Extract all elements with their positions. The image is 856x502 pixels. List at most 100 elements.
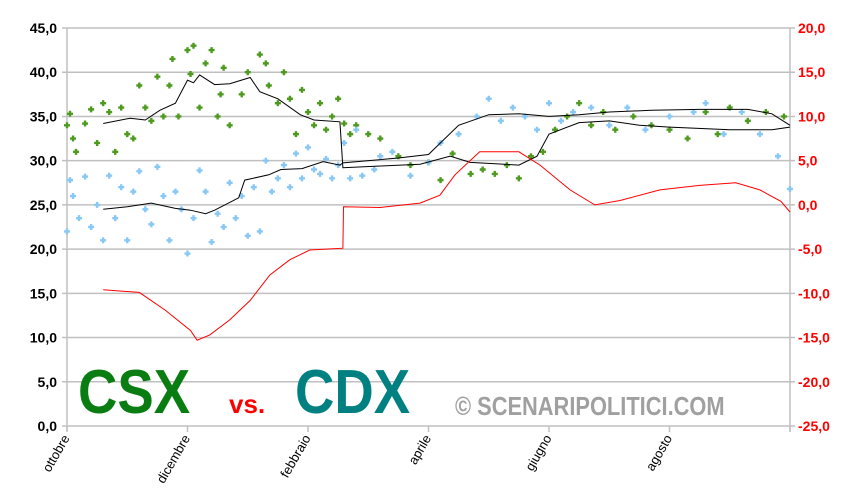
data-point <box>184 47 191 54</box>
data-point <box>112 215 119 222</box>
data-point <box>612 126 619 133</box>
csx-trend-line <box>103 108 791 215</box>
data-point <box>106 109 113 116</box>
x-tick-label: agosto <box>643 432 676 473</box>
data-point <box>702 109 709 116</box>
data-point <box>220 224 227 230</box>
y-tick-label: 40,0 <box>30 64 57 80</box>
data-point <box>280 162 287 169</box>
data-point <box>395 153 402 160</box>
series-layer <box>64 42 793 341</box>
data-point <box>244 69 251 76</box>
data-point <box>600 109 607 116</box>
data-point <box>521 113 528 120</box>
data-point <box>130 188 137 195</box>
data-point <box>148 221 155 228</box>
data-point <box>298 86 305 93</box>
data-point <box>335 95 342 102</box>
data-point <box>503 162 510 169</box>
data-point <box>787 185 793 192</box>
data-point <box>347 131 354 138</box>
y2-tick-label: 5,0 <box>798 153 818 169</box>
y2-tick-label: 10,0 <box>798 108 825 124</box>
data-point <box>606 122 613 129</box>
x-tick-label: giugno <box>522 432 555 473</box>
data-point <box>738 109 745 116</box>
data-point <box>353 126 360 133</box>
data-point <box>558 117 565 124</box>
data-point <box>70 135 77 142</box>
data-point <box>570 109 577 116</box>
data-point <box>642 126 649 133</box>
data-point <box>148 117 155 124</box>
difference-line <box>103 151 791 341</box>
data-point <box>564 113 571 120</box>
data-point <box>407 172 414 179</box>
watermark: © SCENARIPOLITICI.COM <box>455 392 725 421</box>
data-point <box>491 170 498 177</box>
data-point <box>467 170 474 177</box>
data-point <box>630 113 637 120</box>
y-tick-label: 10,0 <box>30 330 57 346</box>
data-point <box>377 153 384 160</box>
data-point <box>720 131 727 138</box>
data-point <box>359 172 366 179</box>
gridlines <box>62 27 795 432</box>
data-point <box>76 215 83 222</box>
data-point <box>262 157 269 164</box>
data-point <box>154 73 161 80</box>
data-point <box>106 172 113 179</box>
data-point <box>479 166 486 173</box>
data-point <box>286 95 293 102</box>
data-point <box>124 237 131 244</box>
data-point <box>112 148 119 155</box>
data-point <box>780 113 787 120</box>
data-point <box>226 122 233 129</box>
data-point <box>311 166 318 173</box>
data-point <box>256 228 263 235</box>
data-point <box>232 215 239 222</box>
data-point <box>437 177 444 184</box>
data-point <box>202 60 209 67</box>
data-point <box>485 95 492 102</box>
data-point <box>250 184 257 191</box>
data-point <box>160 113 167 120</box>
y-tick-label: 30,0 <box>30 153 57 169</box>
data-point <box>88 224 95 230</box>
data-point <box>666 126 673 133</box>
data-point <box>142 104 149 111</box>
data-point <box>347 175 354 182</box>
data-point <box>220 64 227 71</box>
title-overlay: CSX vs. CDX © SCENARIPOLITICI.COM <box>78 358 725 427</box>
data-point <box>588 122 595 129</box>
data-point <box>175 113 182 120</box>
y2-tick-label: -20,0 <box>798 374 830 390</box>
data-point <box>73 148 80 155</box>
data-point <box>292 150 299 157</box>
data-point <box>82 173 89 180</box>
data-point <box>100 237 107 244</box>
data-point <box>527 153 534 160</box>
data-point <box>552 126 559 133</box>
y-tick-label: 0,0 <box>38 418 58 434</box>
y2-tick-label: -5,0 <box>798 241 822 257</box>
y2-tick-label: 0,0 <box>798 197 818 213</box>
y-tick-label: 20,0 <box>30 241 57 257</box>
data-point <box>298 175 305 182</box>
data-point <box>208 47 215 54</box>
data-point <box>455 131 462 138</box>
data-point <box>690 109 697 116</box>
data-point <box>353 122 360 129</box>
data-point <box>187 70 194 77</box>
data-point <box>371 166 378 173</box>
data-point <box>172 188 179 195</box>
data-point <box>341 120 348 127</box>
data-point <box>124 131 131 138</box>
data-point <box>588 104 595 111</box>
data-point <box>88 106 95 113</box>
data-point <box>648 122 655 129</box>
y2-tick-label: 20,0 <box>798 20 825 36</box>
data-point <box>449 150 456 157</box>
csx-points <box>64 95 793 257</box>
y2-tick-label: -15,0 <box>798 330 830 346</box>
